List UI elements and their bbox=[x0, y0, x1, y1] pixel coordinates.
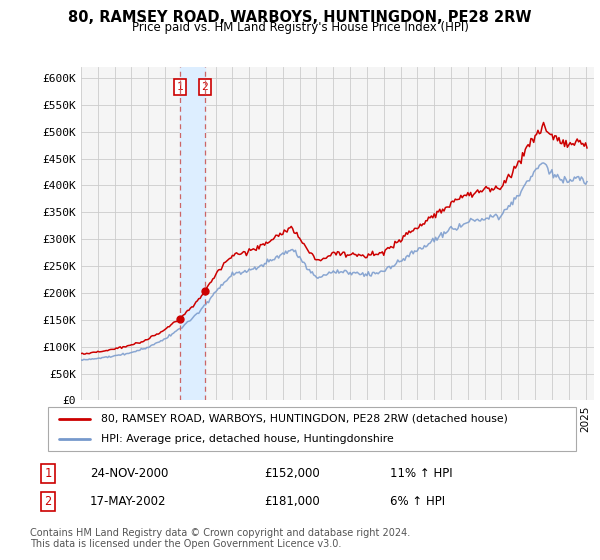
Text: 2: 2 bbox=[202, 82, 208, 92]
Text: 11% ↑ HPI: 11% ↑ HPI bbox=[390, 466, 452, 480]
FancyBboxPatch shape bbox=[48, 407, 576, 451]
Text: HPI: Average price, detached house, Huntingdonshire: HPI: Average price, detached house, Hunt… bbox=[101, 434, 394, 444]
Text: £181,000: £181,000 bbox=[264, 494, 320, 508]
Text: 17-MAY-2002: 17-MAY-2002 bbox=[90, 494, 167, 508]
Text: 2: 2 bbox=[44, 494, 52, 508]
Text: 80, RAMSEY ROAD, WARBOYS, HUNTINGDON, PE28 2RW: 80, RAMSEY ROAD, WARBOYS, HUNTINGDON, PE… bbox=[68, 10, 532, 25]
Text: 1: 1 bbox=[44, 466, 52, 480]
Text: 6% ↑ HPI: 6% ↑ HPI bbox=[390, 494, 445, 508]
Text: £152,000: £152,000 bbox=[264, 466, 320, 480]
Text: Contains HM Land Registry data © Crown copyright and database right 2024.
This d: Contains HM Land Registry data © Crown c… bbox=[30, 528, 410, 549]
Bar bbox=[180, 67, 205, 400]
Text: Price paid vs. HM Land Registry's House Price Index (HPI): Price paid vs. HM Land Registry's House … bbox=[131, 21, 469, 34]
Text: 24-NOV-2000: 24-NOV-2000 bbox=[90, 466, 169, 480]
Text: 1: 1 bbox=[177, 82, 184, 92]
Text: 80, RAMSEY ROAD, WARBOYS, HUNTINGDON, PE28 2RW (detached house): 80, RAMSEY ROAD, WARBOYS, HUNTINGDON, PE… bbox=[101, 414, 508, 424]
